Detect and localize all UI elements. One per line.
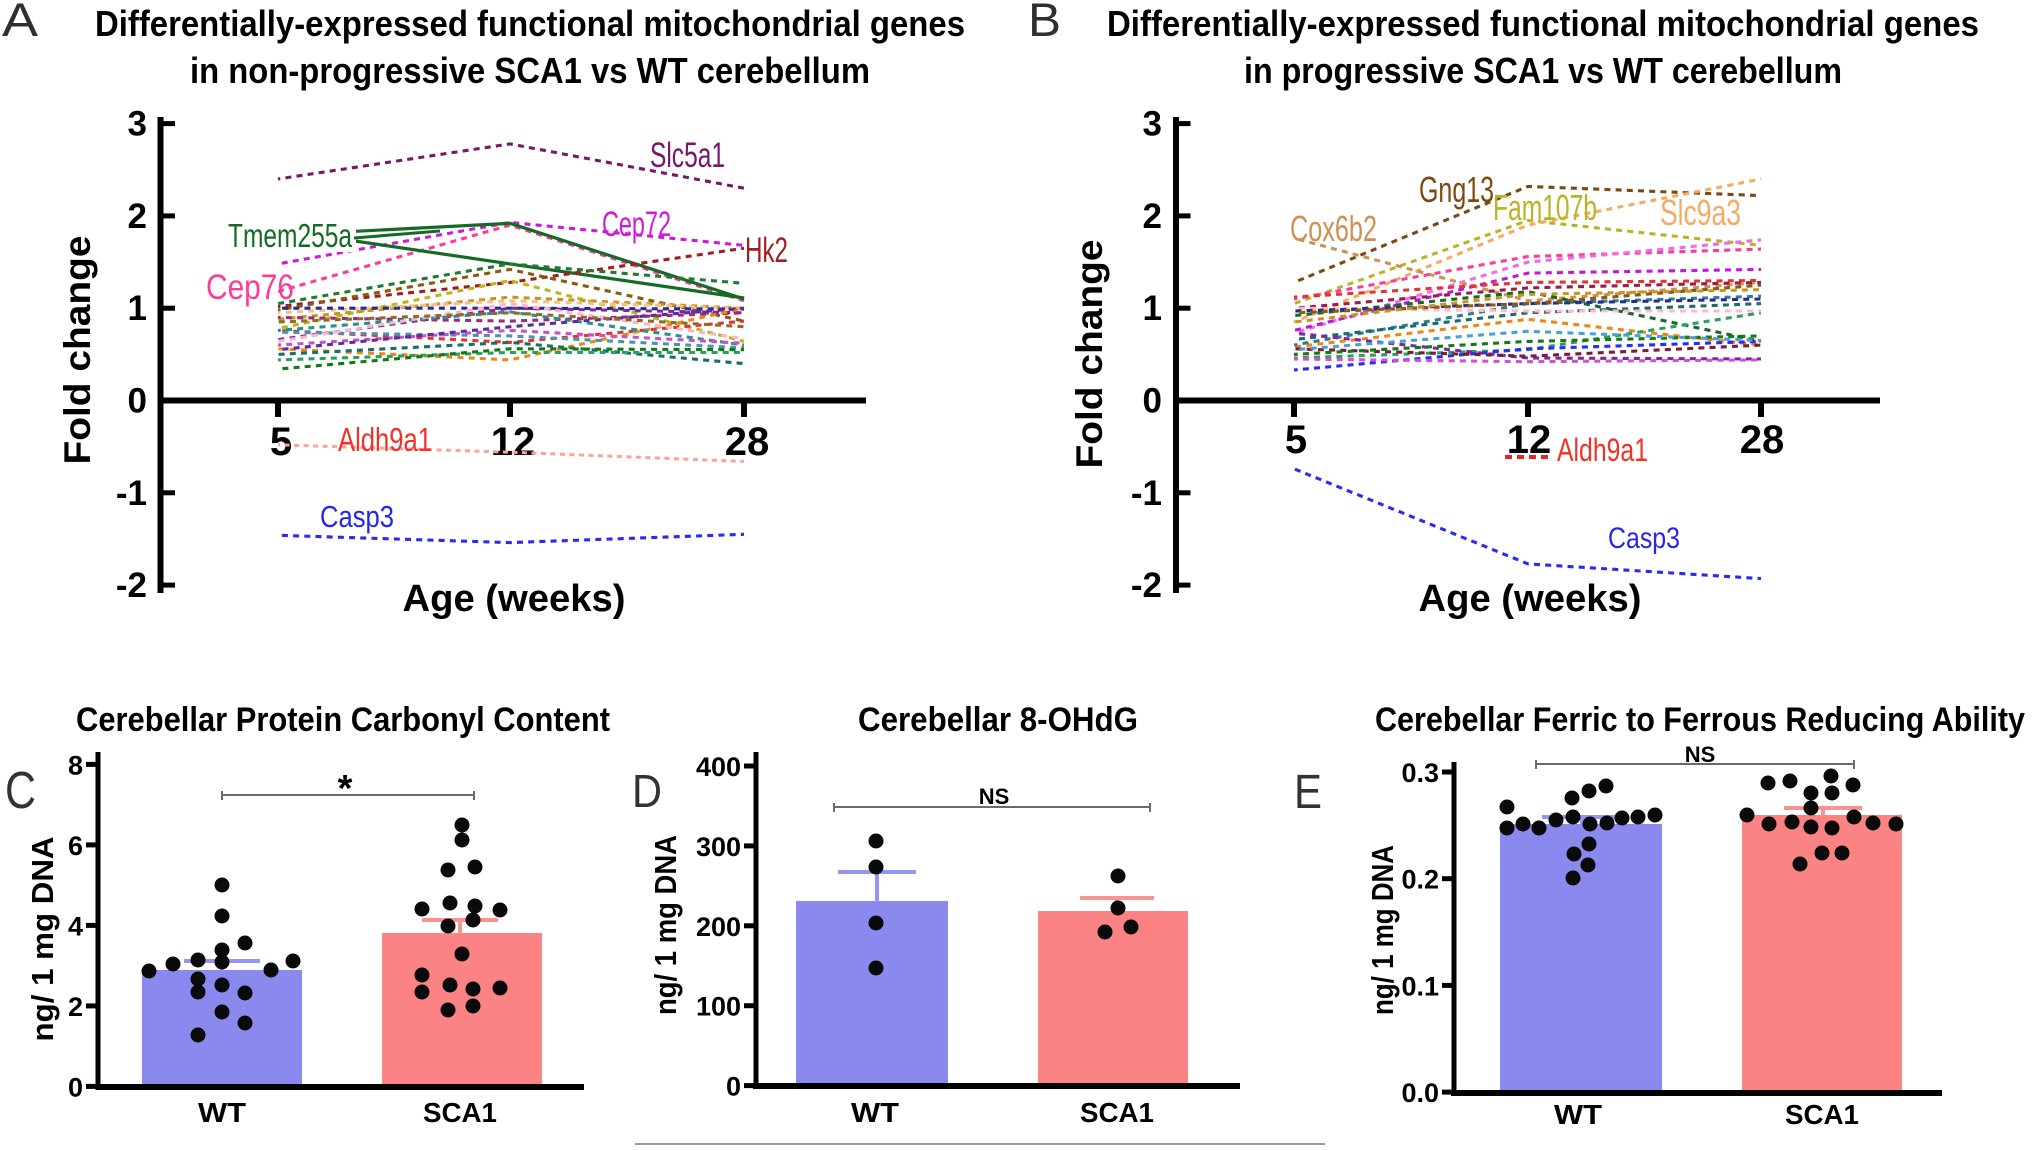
- svg-text:300: 300: [696, 832, 741, 862]
- svg-text:Casp3: Casp3: [1608, 522, 1680, 555]
- svg-text:28: 28: [1740, 418, 1785, 462]
- svg-text:in non-progressive SCA1 vs WT: in non-progressive SCA1 vs WT cerebellum: [190, 50, 870, 91]
- svg-text:-2: -2: [1131, 566, 1162, 605]
- svg-text:Fold change: Fold change: [57, 235, 98, 464]
- svg-text:-1: -1: [116, 474, 147, 513]
- svg-text:Age (weeks): Age (weeks): [403, 578, 626, 620]
- svg-text:1: 1: [1143, 289, 1162, 328]
- svg-text:WT: WT: [851, 1097, 899, 1128]
- svg-text:ng/ 1 mg DNA: ng/ 1 mg DNA: [1365, 845, 1400, 1015]
- svg-text:C: C: [5, 762, 36, 820]
- svg-text:Slc9a3: Slc9a3: [1660, 192, 1741, 233]
- svg-text:Aldh9a1: Aldh9a1: [1557, 432, 1648, 468]
- svg-text:Fold change: Fold change: [1069, 240, 1110, 469]
- svg-text:6: 6: [68, 831, 83, 861]
- svg-text:4: 4: [68, 911, 83, 941]
- svg-text:8: 8: [68, 750, 83, 780]
- svg-text:in progressive SCA1 vs WT cere: in progressive SCA1 vs WT cerebellum: [1244, 50, 1842, 91]
- svg-text:WT: WT: [198, 1097, 246, 1128]
- svg-text:3: 3: [128, 105, 147, 144]
- svg-text:0.1: 0.1: [1401, 971, 1439, 1001]
- svg-text:ng/ 1 mg DNA: ng/ 1 mg DNA: [648, 835, 683, 1015]
- svg-text:2: 2: [68, 992, 83, 1022]
- svg-text:SCA1: SCA1: [423, 1097, 497, 1128]
- svg-text:Cox6b2: Cox6b2: [1290, 208, 1377, 249]
- svg-text:WT: WT: [1554, 1099, 1602, 1130]
- svg-text:12: 12: [1507, 418, 1552, 462]
- svg-text:0.0: 0.0: [1401, 1078, 1439, 1108]
- svg-text:Differentially-expressed funct: Differentially-expressed functional mito…: [1107, 3, 1979, 44]
- svg-text:5: 5: [270, 420, 292, 464]
- svg-text:0.2: 0.2: [1401, 865, 1439, 895]
- svg-text:Gng13: Gng13: [1419, 169, 1494, 210]
- svg-text:Casp3: Casp3: [320, 499, 394, 534]
- svg-text:Differentially-expressed funct: Differentially-expressed functional mito…: [95, 3, 965, 44]
- svg-text:SCA1: SCA1: [1785, 1099, 1859, 1130]
- svg-text:Cep76: Cep76: [206, 268, 294, 307]
- svg-text:Hk2: Hk2: [745, 231, 788, 270]
- svg-text:12: 12: [491, 420, 536, 464]
- svg-text:Tmem255a: Tmem255a: [228, 217, 352, 254]
- svg-text:2: 2: [128, 197, 147, 236]
- svg-text:-1: -1: [1131, 474, 1162, 513]
- svg-text:SCA1: SCA1: [1080, 1097, 1154, 1128]
- svg-text:ng/ 1 mg DNA: ng/ 1 mg DNA: [25, 837, 60, 1042]
- svg-text:D: D: [632, 765, 662, 817]
- svg-text:400: 400: [696, 752, 741, 782]
- svg-text:0.3: 0.3: [1401, 758, 1439, 788]
- svg-text:0: 0: [1143, 382, 1162, 421]
- svg-text:Cerebellar Ferric to Ferrous R: Cerebellar Ferric to Ferrous Reducing Ab…: [1375, 701, 2025, 739]
- svg-text:3: 3: [1143, 105, 1162, 144]
- svg-text:A: A: [2, 0, 39, 46]
- svg-text:200: 200: [696, 912, 741, 942]
- svg-text:5: 5: [1285, 418, 1307, 462]
- svg-text:Aldh9a1: Aldh9a1: [338, 421, 432, 458]
- svg-text:100: 100: [696, 992, 741, 1022]
- svg-text:Cep72: Cep72: [602, 205, 671, 244]
- svg-text:0: 0: [726, 1072, 741, 1102]
- svg-text:Cerebellar 8-OHdG: Cerebellar 8-OHdG: [858, 701, 1138, 739]
- svg-text:Fam107b: Fam107b: [1493, 187, 1597, 228]
- svg-text:B: B: [1028, 0, 1061, 46]
- svg-text:NS: NS: [1685, 742, 1716, 767]
- svg-text:28: 28: [725, 420, 770, 464]
- svg-text:E: E: [1294, 766, 1322, 819]
- svg-text:0: 0: [128, 382, 147, 421]
- svg-text:Cerebellar Protein Carbonyl Co: Cerebellar Protein Carbonyl Content: [76, 701, 610, 739]
- svg-text:1: 1: [128, 289, 147, 328]
- svg-text:NS: NS: [979, 784, 1010, 809]
- svg-text:-2: -2: [116, 566, 147, 605]
- svg-text:2: 2: [1143, 197, 1162, 236]
- svg-text:Age (weeks): Age (weeks): [1419, 578, 1642, 620]
- svg-text:0: 0: [68, 1072, 83, 1102]
- svg-text:*: *: [338, 768, 353, 810]
- svg-text:Slc5a1: Slc5a1: [650, 136, 725, 175]
